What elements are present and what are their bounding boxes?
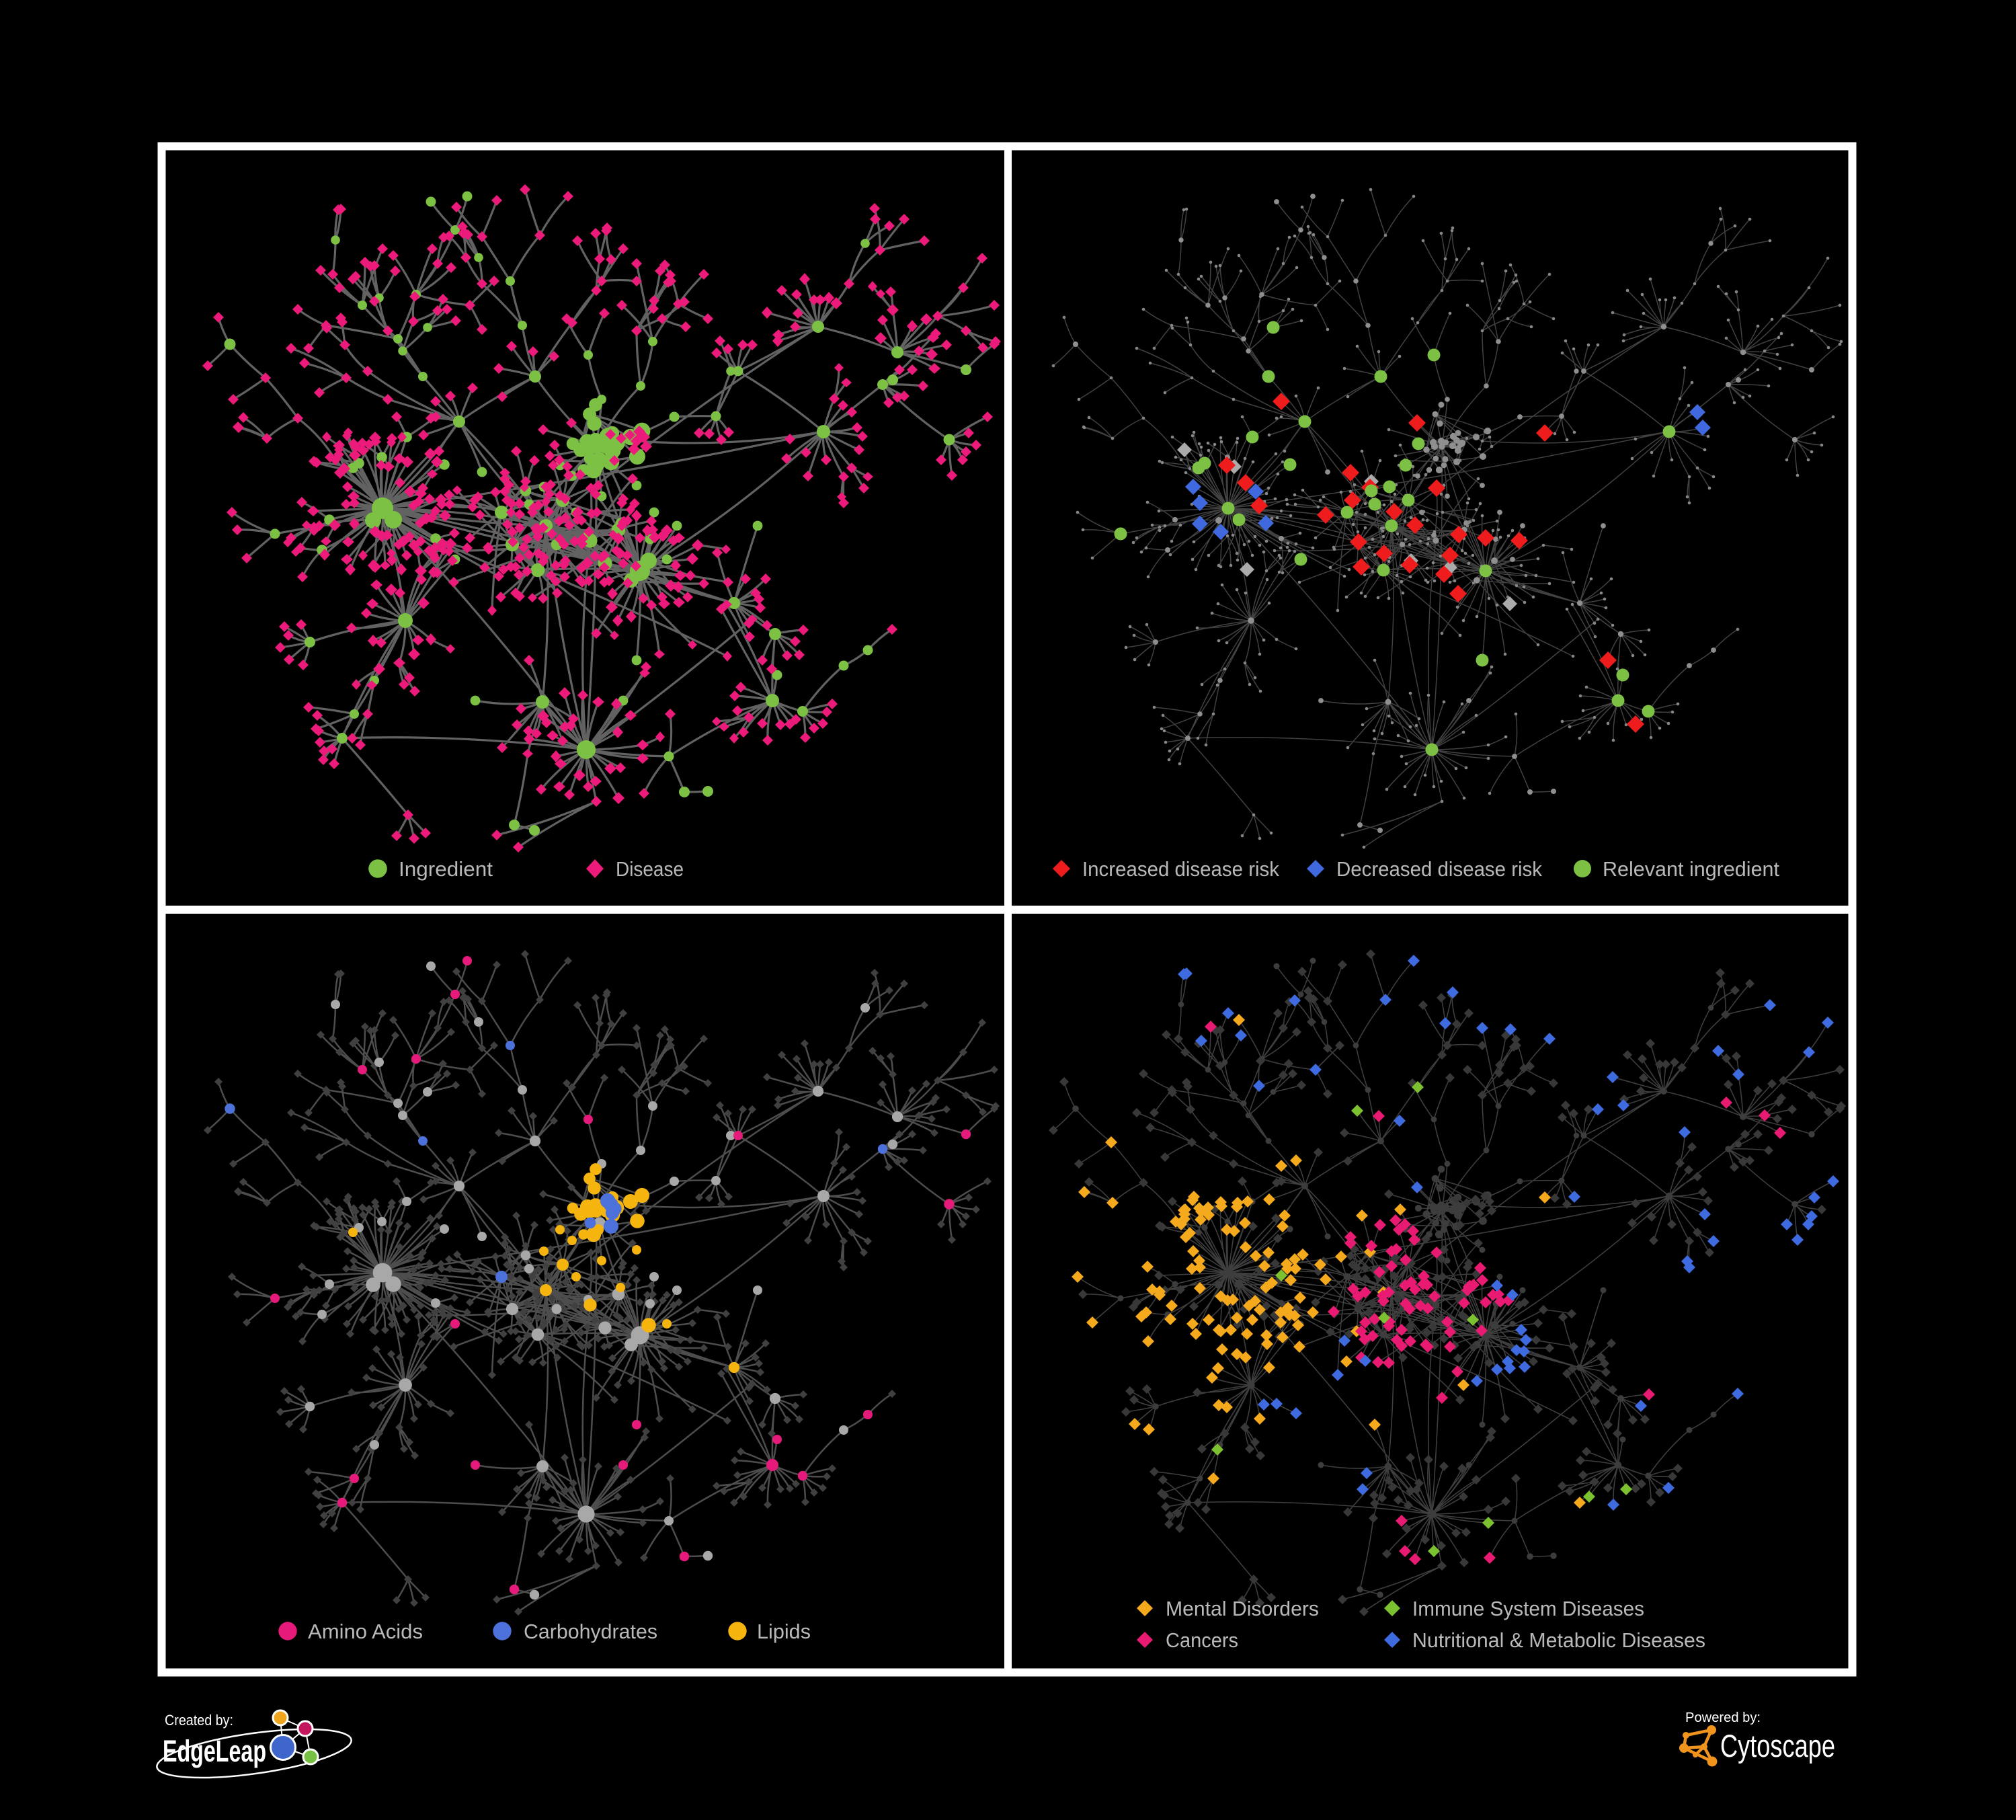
svg-text:Carbohydrates: Carbohydrates <box>524 1620 657 1643</box>
svg-text:Relevant ingredient: Relevant ingredient <box>1603 857 1779 881</box>
svg-text:Immune System Diseases: Immune System Diseases <box>1412 1597 1644 1620</box>
svg-text:Nutritional & Metabolic Diseas: Nutritional & Metabolic Diseases <box>1412 1628 1705 1652</box>
svg-text:Disease: Disease <box>616 857 684 881</box>
svg-text:Lipids: Lipids <box>757 1620 811 1643</box>
svg-text:Ingredient: Ingredient <box>399 857 493 881</box>
svg-text:Cancers: Cancers <box>1166 1628 1238 1652</box>
svg-text:Amino Acids: Amino Acids <box>308 1620 423 1643</box>
svg-text:Mental Disorders: Mental Disorders <box>1166 1597 1319 1620</box>
svg-text:Increased disease risk: Increased disease risk <box>1082 857 1279 881</box>
svg-text:EdgeLeap: EdgeLeap <box>163 1734 266 1768</box>
svg-text:Decreased disease risk: Decreased disease risk <box>1336 857 1542 881</box>
svg-text:Powered by:: Powered by: <box>1685 1710 1761 1725</box>
svg-text:Created by:: Created by: <box>165 1712 233 1729</box>
svg-text:Cytoscape: Cytoscape <box>1720 1728 1835 1764</box>
